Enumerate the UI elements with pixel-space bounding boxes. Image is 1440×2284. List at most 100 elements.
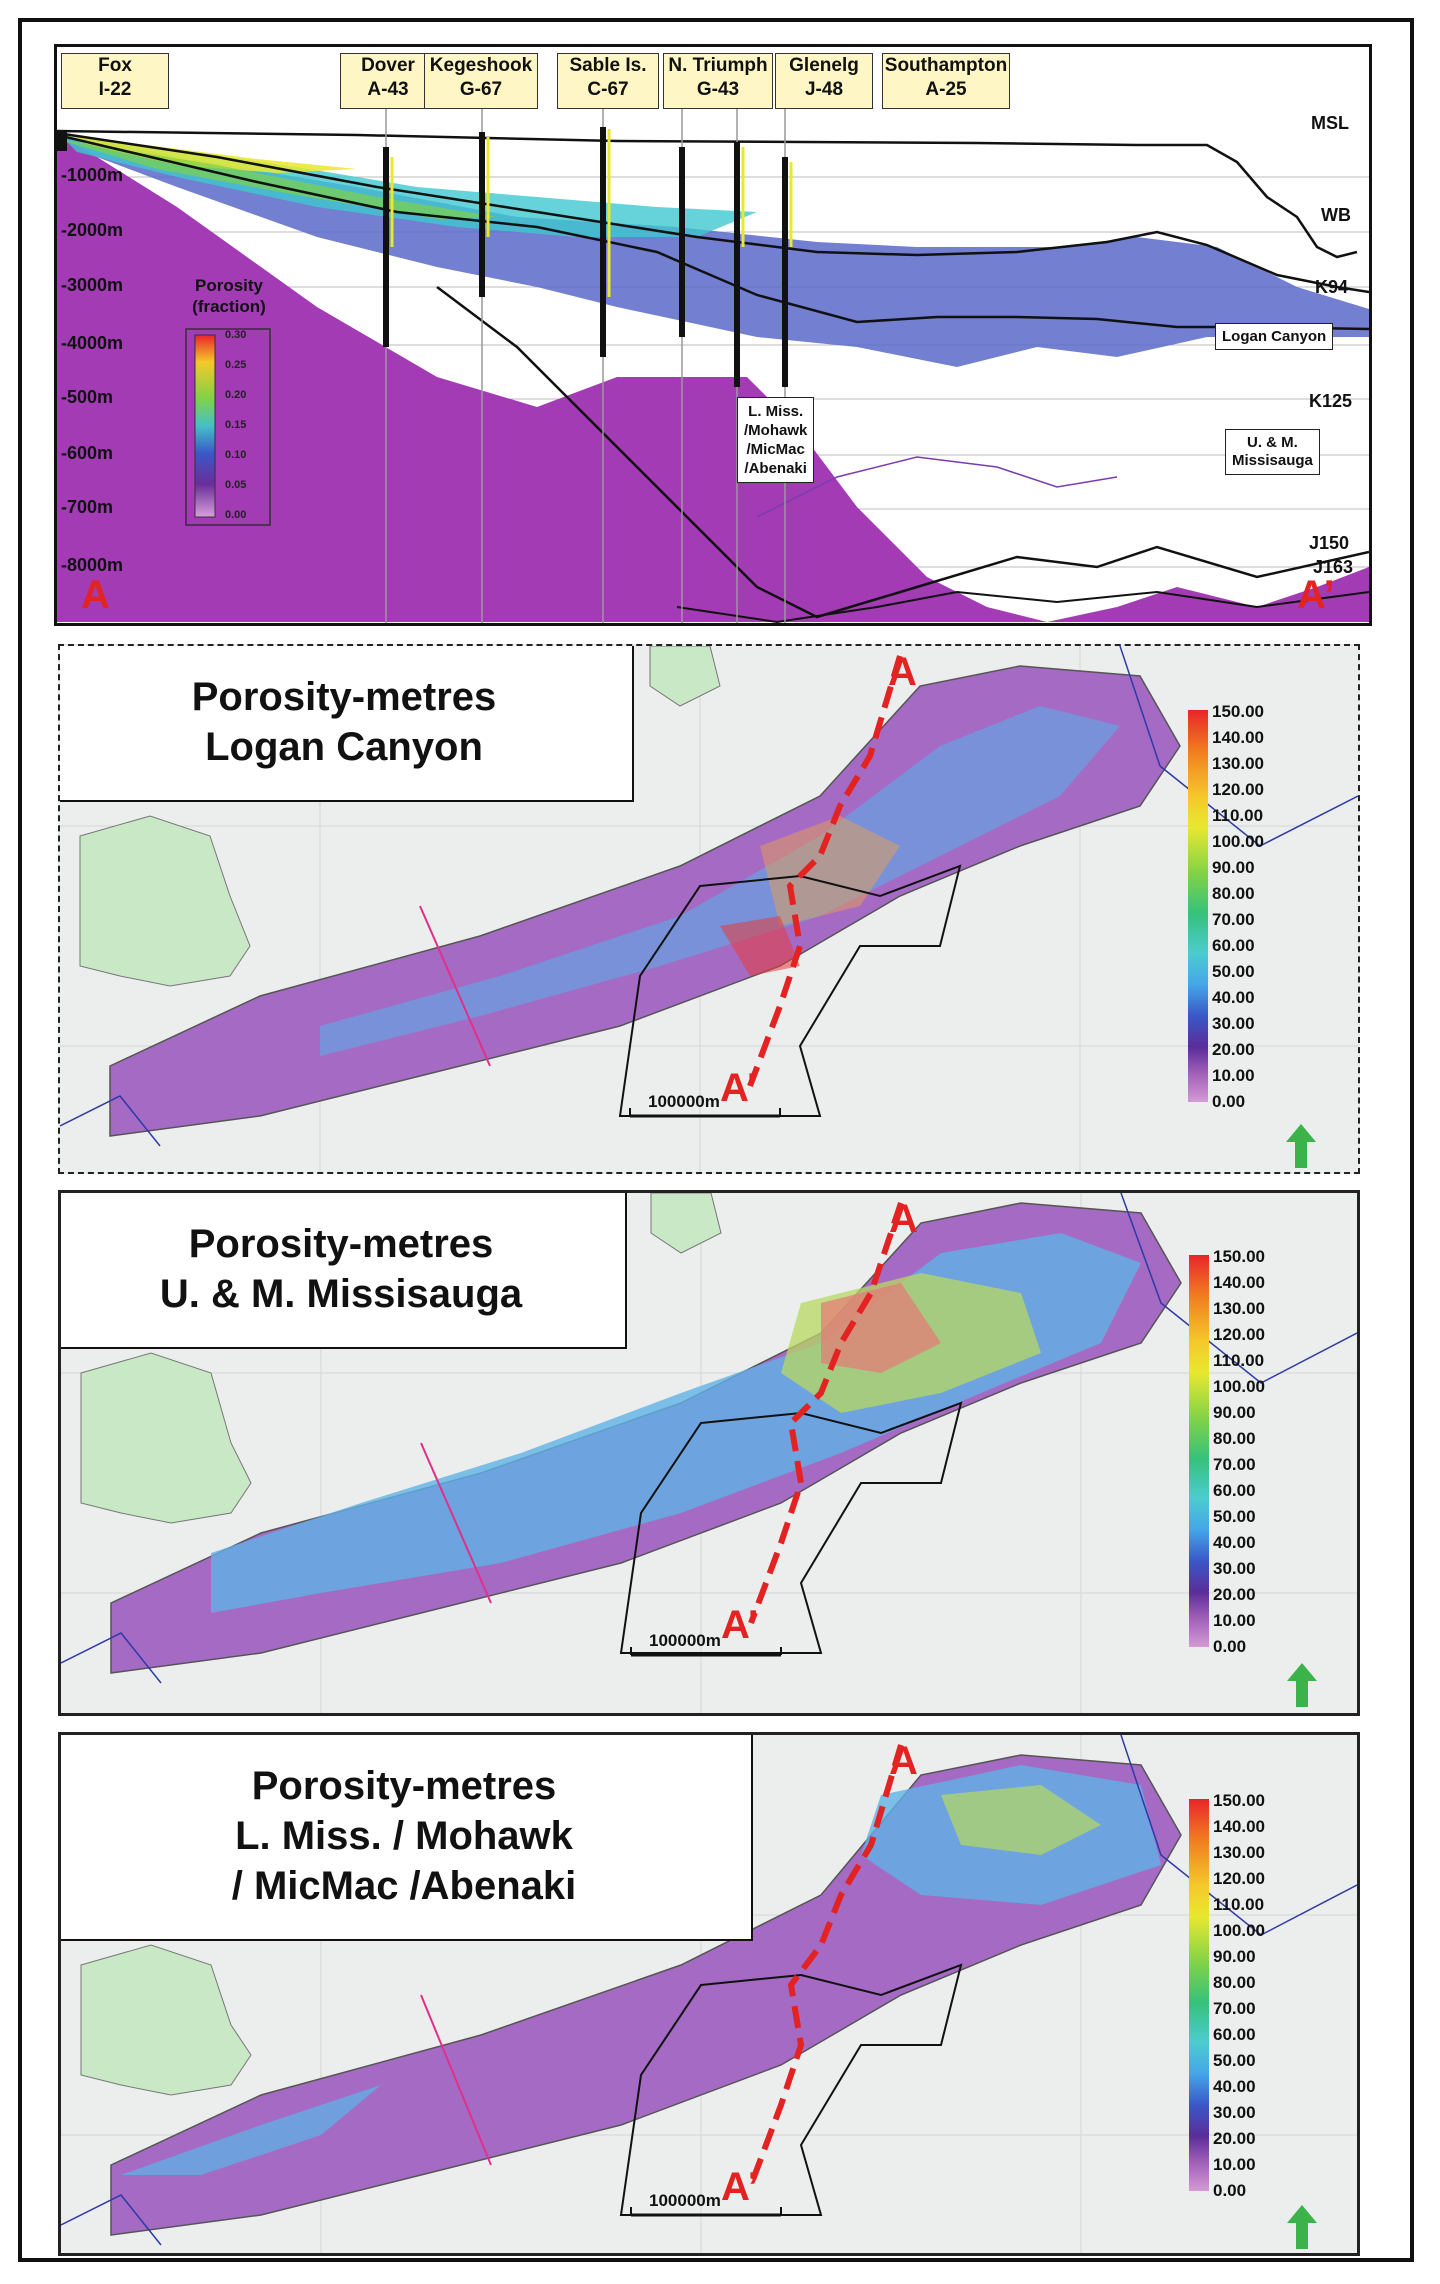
well-name: Sable Is. xyxy=(569,55,647,76)
horizon-label-msl: MSL xyxy=(1311,113,1349,133)
colorbar-tick: 20.00 xyxy=(1213,1585,1256,1604)
well-name: Southampton xyxy=(884,55,1008,76)
scale-bar-label: 100000m xyxy=(649,1631,721,1650)
map-panel-missisauga: Porosity-metres U. & M. Missisauga A A’ … xyxy=(58,1190,1360,1716)
colorbar-tick: 100.00 xyxy=(1213,1377,1265,1396)
scale-bar-label: 100000m xyxy=(649,2191,721,2210)
colorbar-tick: 80.00 xyxy=(1213,1973,1256,1992)
colorbar-tick: 60.00 xyxy=(1213,2025,1256,2044)
title-line: Porosity-metres xyxy=(188,1222,494,1266)
green-up-arrow-icon xyxy=(1287,1663,1317,1707)
colorbar xyxy=(1189,1799,1209,2191)
horizon-label-k94: K94 xyxy=(1315,277,1349,297)
well-label-dover: Dover A-43 xyxy=(340,53,436,109)
colorbar-tick: 40.00 xyxy=(1213,2077,1256,2096)
porosity-tick: 0.20 xyxy=(225,389,247,401)
well-label-fox: Fox I-22 xyxy=(61,53,169,109)
depth-label: -2000m xyxy=(61,220,124,240)
depth-label: -3000m xyxy=(61,275,124,295)
depth-label: -1000m xyxy=(61,165,124,185)
porosity-tick: 0.30 xyxy=(225,329,247,341)
colorbar-tick: 110.00 xyxy=(1212,806,1264,825)
unit-label-missisauga: U. & M. Missisauga xyxy=(1225,429,1320,475)
title-line: Logan Canyon xyxy=(205,725,483,769)
colorbar-tick: 50.00 xyxy=(1213,1507,1256,1526)
well-label-glenelg: Glenelg J-48 xyxy=(775,53,873,109)
colorbar-tick: 120.00 xyxy=(1212,780,1264,799)
colorbar-tick: 70.00 xyxy=(1213,1455,1256,1474)
unit-line: /Mohawk xyxy=(744,422,808,439)
colorbar-tick: 140.00 xyxy=(1213,1817,1265,1836)
colorbar-tick: 70.00 xyxy=(1213,1999,1256,2018)
colorbar-tick: 50.00 xyxy=(1213,2051,1256,2070)
colorbar-tick: 40.00 xyxy=(1213,1533,1256,1552)
colorbar-tick: 20.00 xyxy=(1212,1040,1255,1059)
map-section-start-label: A xyxy=(889,1739,918,1783)
colorbar-tick: 100.00 xyxy=(1212,832,1264,851)
well-name: N. Triumph xyxy=(668,55,768,76)
colorbar-tick: 30.00 xyxy=(1213,1559,1256,1578)
colorbar-tick: 60.00 xyxy=(1212,936,1255,955)
map-section-end-label: A’ xyxy=(720,1066,758,1110)
map-panel-lower-missisauga: Porosity-metres L. Miss. / Mohawk / MicM… xyxy=(58,1732,1360,2256)
map-title-missisauga: Porosity-metres U. & M. Missisauga xyxy=(61,1193,627,1349)
colorbar-tick: 140.00 xyxy=(1213,1273,1265,1292)
colorbar-tick: 0.00 xyxy=(1213,2181,1247,2200)
depth-label: -8000m xyxy=(61,555,124,575)
horizon-label-j163: J163 xyxy=(1313,557,1354,577)
depth-label: -500m xyxy=(61,387,114,407)
porosity-legend-title: Porosity (fraction) xyxy=(183,275,275,317)
colorbar-tick: 120.00 xyxy=(1213,1325,1265,1344)
colorbar-tick: 130.00 xyxy=(1213,1843,1265,1862)
scale-bar-label: 100000m xyxy=(648,1092,720,1111)
well-name: Dover xyxy=(361,55,415,76)
colorbar xyxy=(1188,710,1208,1102)
colorbar-tick: 70.00 xyxy=(1212,910,1255,929)
section-end-label: A’ xyxy=(1297,573,1335,617)
colorbar xyxy=(1189,1255,1209,1647)
map-graphic xyxy=(61,1193,1357,1713)
map-section-start-label: A xyxy=(888,650,917,694)
porosity-tick: 0.00 xyxy=(225,509,247,521)
map-graphic xyxy=(60,646,1358,1172)
colorbar-tick: 0.00 xyxy=(1213,1637,1247,1656)
well-label-southampton: Southampton A-25 xyxy=(882,53,1010,109)
well-label-sable: Sable Is. C-67 xyxy=(557,53,659,109)
depth-label: -600m xyxy=(61,443,114,463)
colorbar-tick: 130.00 xyxy=(1213,1299,1265,1318)
colorbar-tick: 110.00 xyxy=(1213,1895,1265,1914)
depth-label: -4000m xyxy=(61,333,124,353)
colorbar-tick: 90.00 xyxy=(1213,1403,1256,1422)
colorbar-tick: 40.00 xyxy=(1212,988,1255,1007)
title-line: L. Miss. / Mohawk xyxy=(235,1814,573,1858)
unit-line: /Abenaki xyxy=(744,460,807,477)
colorbar-tick: 0.00 xyxy=(1212,1092,1246,1111)
well-name: Kegeshook xyxy=(429,55,533,76)
colorbar-tick: 150.00 xyxy=(1212,702,1264,721)
colorbar-tick: 80.00 xyxy=(1212,884,1255,903)
horizon-label-j150: J150 xyxy=(1309,533,1350,553)
well-id: A-43 xyxy=(367,79,409,100)
cross-section-graphic xyxy=(57,87,1369,623)
colorbar-tick: 60.00 xyxy=(1213,1481,1256,1500)
title-line: U. & M. Missisauga xyxy=(159,1272,523,1316)
section-start-label: A xyxy=(81,573,110,617)
well-name: Glenelg xyxy=(789,55,859,76)
title-line: Porosity-metres xyxy=(251,1764,557,1808)
well-id: G-43 xyxy=(696,79,740,100)
well-id: G-67 xyxy=(459,79,503,100)
colorbar-tick: 10.00 xyxy=(1212,1066,1255,1085)
porosity-tick: 0.25 xyxy=(225,359,247,371)
colorbar-tick: 120.00 xyxy=(1213,1869,1265,1888)
horizon-label-k125: K125 xyxy=(1309,391,1353,411)
unit-line: /MicMac xyxy=(746,441,805,458)
colorbar-tick: 30.00 xyxy=(1213,2103,1256,2122)
map-title-logan-canyon: Porosity-metres Logan Canyon xyxy=(60,646,634,802)
colorbar-tick: 110.00 xyxy=(1213,1351,1265,1370)
green-up-arrow-icon xyxy=(1286,1124,1316,1168)
colorbar-tick: 140.00 xyxy=(1212,728,1264,747)
colorbar-tick: 30.00 xyxy=(1212,1014,1255,1033)
well-id: I-22 xyxy=(98,79,132,100)
colorbar-tick: 100.00 xyxy=(1213,1921,1265,1940)
unit-line: L. Miss. xyxy=(748,403,804,420)
